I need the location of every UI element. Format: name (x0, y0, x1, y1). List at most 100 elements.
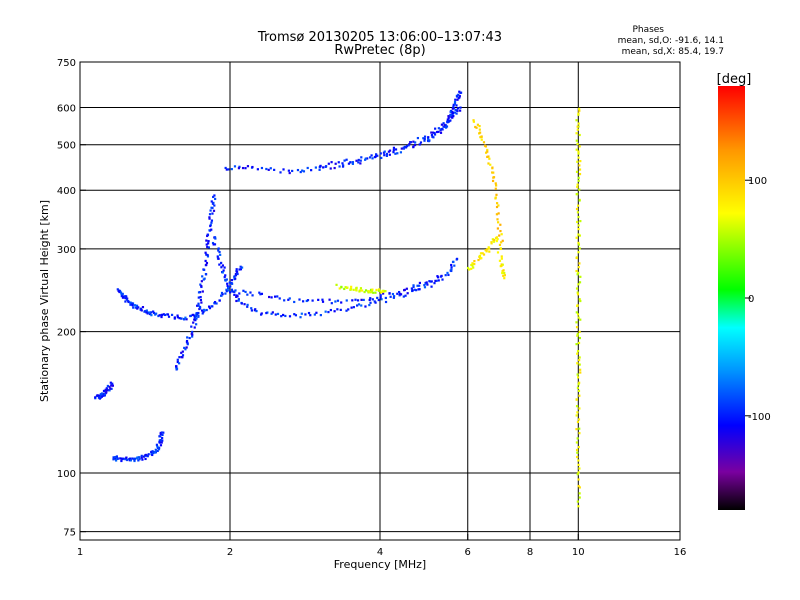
echo-point (414, 141, 417, 144)
echo-point (384, 290, 387, 293)
echo-point (196, 313, 199, 316)
echo-point (579, 368, 582, 371)
echo-point (148, 312, 152, 316)
echo-point (352, 306, 355, 309)
echo-point (154, 451, 157, 454)
echo-point (456, 98, 459, 101)
echo-point (199, 295, 202, 299)
y-tick-label: 400 (57, 186, 76, 197)
echo-point (120, 294, 123, 298)
echo-point (443, 123, 446, 126)
echo-point (578, 199, 581, 202)
echo-point (157, 314, 160, 318)
echo-point (437, 130, 440, 133)
echo-point (578, 234, 581, 237)
echo-point (485, 250, 488, 253)
echo-point (577, 418, 581, 421)
stats-o-line: mean, sd,O: -91.6, 14.1 (618, 36, 724, 46)
echo-point (484, 249, 487, 252)
echo-point (124, 296, 127, 300)
echo-point (183, 346, 186, 349)
echo-point (274, 313, 277, 316)
echo-point (576, 376, 580, 379)
echo-point (376, 296, 379, 299)
echo-point (578, 486, 581, 489)
echo-point (486, 155, 489, 159)
echo-point (195, 323, 198, 326)
echo-point (578, 407, 581, 410)
echo-point (439, 275, 443, 278)
echo-point (577, 152, 580, 155)
echo-point (396, 152, 399, 155)
echo-point (476, 123, 480, 126)
y-ticks: 75 100 200 300 400 500 600 750 (57, 58, 86, 539)
echo-point (576, 455, 579, 459)
echo-point (229, 291, 232, 294)
echo-point (106, 389, 110, 392)
echo-point (375, 288, 378, 292)
echo-point (385, 152, 389, 156)
echo-point (355, 304, 359, 307)
echo-point (185, 346, 188, 349)
echo-point (414, 143, 417, 147)
echo-point (577, 459, 580, 462)
echo-point (430, 280, 433, 283)
echo-point (220, 294, 223, 297)
echo-point (131, 302, 135, 305)
echo-point (379, 152, 382, 155)
echo-point (118, 290, 121, 294)
echo-point (327, 310, 330, 314)
echo-point (212, 209, 216, 212)
echo-point (575, 236, 578, 239)
echo-point (446, 118, 449, 121)
echo-point (195, 312, 198, 315)
echo-point (276, 312, 280, 316)
echo-point (131, 457, 134, 460)
echo-point (217, 257, 220, 260)
echo-point (135, 304, 139, 307)
echo-point (345, 158, 348, 161)
echo-point (203, 277, 206, 280)
echo-point (99, 396, 102, 399)
echo-point (246, 165, 250, 168)
echo-point (453, 111, 457, 114)
echo-point (322, 166, 325, 169)
echo-point (442, 125, 445, 128)
echo-point (577, 112, 580, 115)
echo-point (435, 130, 439, 134)
echo-point (362, 298, 365, 302)
echo-point (180, 317, 183, 320)
echo-point (237, 167, 241, 170)
echo-point (249, 291, 252, 294)
echo-point (423, 286, 427, 289)
echo-point (434, 127, 437, 130)
echo-point (578, 298, 581, 301)
echo-point (380, 298, 383, 301)
y-tick-label: 200 (57, 328, 76, 339)
echo-point (132, 306, 135, 309)
colorbar-ticks: 100 0 -100 (745, 176, 771, 423)
echo-point (227, 289, 230, 292)
echo-point (576, 473, 579, 476)
echo-point (383, 154, 386, 157)
echo-point (106, 384, 109, 388)
echo-point (224, 274, 227, 277)
echo-point (412, 285, 415, 288)
echo-point (449, 114, 452, 117)
echo-point (104, 388, 108, 392)
echo-point (184, 348, 187, 351)
echo-point (577, 383, 580, 386)
echo-point (442, 122, 445, 125)
echo-point (488, 157, 491, 160)
echo-point (338, 287, 341, 290)
echo-point (120, 459, 123, 463)
echo-point (176, 360, 179, 364)
echo-point (178, 317, 181, 320)
echo-point (384, 300, 388, 304)
echo-point (577, 243, 581, 246)
echo-point (579, 371, 582, 374)
echo-point (374, 155, 378, 158)
echo-point (578, 427, 581, 430)
echo-point (468, 268, 471, 271)
echo-point (470, 267, 473, 270)
